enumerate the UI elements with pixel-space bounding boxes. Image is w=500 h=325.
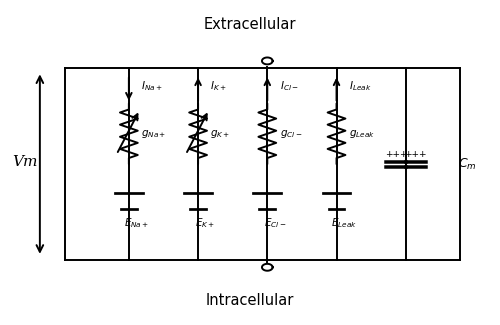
Text: $C_m$: $C_m$ xyxy=(458,157,476,172)
Text: $g_{{Cl-}}$: $g_{{Cl-}}$ xyxy=(280,128,302,140)
Text: Intracellular: Intracellular xyxy=(206,293,294,308)
Text: +++: +++ xyxy=(404,150,427,159)
Text: $E_{{Na+}}$: $E_{{Na+}}$ xyxy=(124,216,149,230)
Text: $E_{{Leak}}$: $E_{{Leak}}$ xyxy=(331,216,357,230)
Text: $E_{{K+}}$: $E_{{K+}}$ xyxy=(196,216,216,230)
Text: . . .: . . . xyxy=(388,160,403,169)
Text: $I_{{K+}}$: $I_{{K+}}$ xyxy=(210,79,227,93)
Text: $I_{{Na+}}$: $I_{{Na+}}$ xyxy=(141,79,163,93)
Text: Extracellular: Extracellular xyxy=(204,17,296,32)
Text: $I_{{Cl-}}$: $I_{{Cl-}}$ xyxy=(280,79,298,93)
Text: $g_{{Na+}}$: $g_{{Na+}}$ xyxy=(141,128,167,140)
Text: $E_{{Cl-}}$: $E_{{Cl-}}$ xyxy=(264,216,286,230)
Text: Vm: Vm xyxy=(12,155,38,170)
Text: $g_{{K+}}$: $g_{{K+}}$ xyxy=(210,128,231,140)
Text: $g_{{Leak}}$: $g_{{Leak}}$ xyxy=(349,128,375,140)
Text: . . .: . . . xyxy=(408,160,423,169)
Text: +++: +++ xyxy=(384,150,407,159)
Text: $I_{{Leak}}$: $I_{{Leak}}$ xyxy=(349,79,372,93)
